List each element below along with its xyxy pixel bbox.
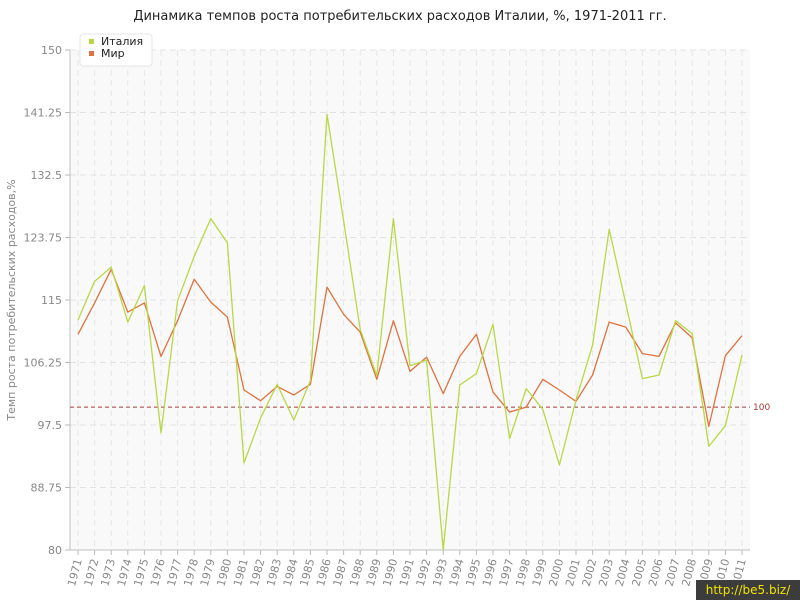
grid (70, 49, 750, 550)
legend-swatch (89, 39, 94, 44)
chart-title: Динамика темпов роста потребительских ра… (133, 9, 667, 24)
legend-label[interactable]: Мир (101, 47, 125, 60)
legend-swatch (89, 51, 94, 56)
y-tick-label: 106.25 (24, 357, 63, 370)
reference-line-group: 100 (70, 403, 770, 413)
y-tick-label: 88.75 (31, 482, 63, 495)
legend-box (79, 33, 153, 67)
x-tick-labels: 1971197219731974197519761977197819791980… (65, 557, 749, 587)
series-line (77, 113, 743, 551)
y-tick-label: 150 (41, 44, 62, 57)
y-tick-label: 123.75 (24, 232, 63, 245)
watermark-link[interactable]: http://be5.biz/ (696, 580, 800, 600)
reference-line-label: 100 (753, 403, 770, 413)
series-lines (77, 113, 743, 551)
y-tick-label: 80 (48, 544, 62, 557)
y-tick-labels: 80 88.75 97.5 106.25 115 123.75 132.5 141.25 150 (24, 44, 63, 557)
y-axis-label: Темп роста потребительских расходов,% (5, 179, 18, 421)
y-tick-label: 115 (41, 294, 62, 307)
axes (65, 49, 750, 555)
y-tick-label: 132.5 (31, 169, 63, 182)
series-line (77, 268, 743, 428)
legend-label[interactable]: Италия (101, 35, 143, 48)
y-tick-label: 97.5 (38, 419, 63, 432)
y-tick-label: 141.25 (24, 107, 63, 120)
